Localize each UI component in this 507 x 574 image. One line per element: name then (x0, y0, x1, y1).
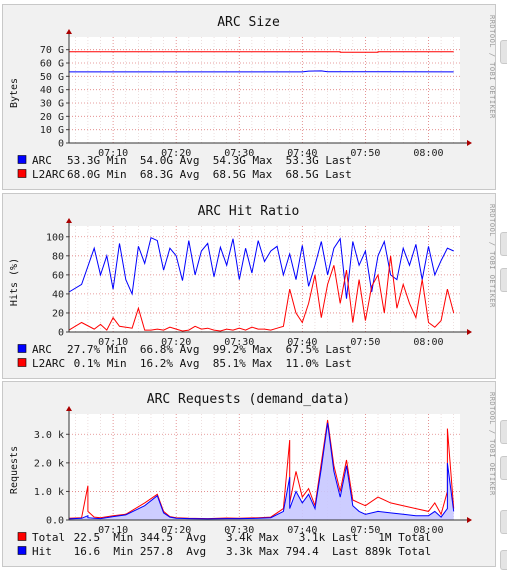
legend-name: Hit (32, 545, 52, 558)
legend-stats: 27.7% Min 66.8% Avg 99.2% Max 67.5% Last (54, 343, 352, 356)
y-tick-label: 100 (46, 232, 64, 243)
y-tick-label: 60 G (40, 59, 64, 70)
chart-svg: 07:10 07:20 07:30 07:40 07:50 08:00 0 10 G 20 G 3… (9, 15, 496, 181)
y-axis-arrow (66, 29, 72, 34)
x-tick-label: 07:30 (224, 525, 254, 536)
y-tick-label: 2.0 k (34, 458, 64, 469)
x-tick-label: 07:50 (350, 525, 380, 536)
x-tick-label: 07:10 (98, 148, 128, 159)
y-tick-label: 20 G (40, 112, 64, 123)
rrdtool-watermark: RRDTOOL / TOBI OETIKER (488, 392, 496, 496)
legend-swatch (17, 546, 27, 555)
series-line-l2arc (69, 51, 454, 53)
y-tick-label: 20 (52, 308, 64, 319)
y-axis-label: Bytes (9, 78, 20, 108)
legend-stats: 0.1% Min 16.2% Avg 85.1% Max 11.0% Last (67, 357, 352, 370)
side-scroll-tab[interactable] (500, 268, 507, 292)
x-tick-label: 08:00 (413, 525, 443, 536)
legend-swatch (17, 358, 27, 367)
side-scroll-tab[interactable] (500, 550, 507, 570)
x-axis-arrow (467, 329, 472, 335)
chart-title: ARC Hit Ratio (198, 204, 300, 219)
y-tick-label: 80 (52, 251, 64, 262)
y-axis-label: Requests (9, 446, 20, 494)
arc-size-panel: 07:10 07:20 07:30 07:40 07:50 08:00 0 10 G 20 G 3… (2, 4, 496, 190)
legend-stats: 16.6 Min 257.8 Avg 3.3k Max 794.4 Last 8… (54, 545, 432, 558)
y-tick-label: 10 G (40, 125, 64, 136)
series-line-l2arc (68, 255, 455, 332)
x-tick-label: 07:50 (350, 148, 380, 159)
y-tick-label: 3.0 k (34, 430, 64, 441)
chart-svg: 07:10 07:20 07:30 07:40 07:50 08:00 0 20 40 60 80 1… (9, 204, 496, 370)
x-tick-label: 07:40 (287, 148, 317, 159)
arc-hit-ratio-panel: 07:10 07:20 07:30 07:40 07:50 08:00 0 20 40 60 80 1… (2, 193, 496, 379)
side-scroll-tab[interactable] (500, 40, 507, 64)
x-tick-label: 07:10 (98, 525, 128, 536)
x-tick-label: 08:00 (413, 337, 443, 348)
side-scroll-tab[interactable] (500, 456, 507, 480)
legend-stats: 53.3G Min 54.0G Avg 54.3G Max 53.3G Last (54, 154, 352, 167)
x-axis-arrow (467, 517, 472, 523)
chart-title: ARC Requests (demand_data) (147, 392, 351, 407)
series-line-hit (68, 422, 455, 520)
legend-name: L2ARC (32, 357, 65, 370)
plot-area (69, 414, 460, 520)
legend-name: L2ARC (32, 168, 65, 181)
x-tick-label: 07:40 (287, 525, 317, 536)
x-tick-label: 07:40 (287, 337, 317, 348)
legend-name: ARC (32, 154, 52, 167)
legend-stats: 68.0G Min 68.3G Avg 68.5G Max 68.5G Last (67, 168, 352, 181)
side-scroll-tab[interactable] (500, 510, 507, 534)
series-line-total (68, 419, 455, 520)
y-tick-label: 40 (52, 289, 64, 300)
legend-swatch (17, 532, 27, 541)
legend-stats: 22.5 Min 344.5 Avg 3.4k Max 3.1k Last 1M… (67, 531, 431, 544)
side-scroll-tab[interactable] (500, 420, 507, 444)
y-axis-arrow (66, 218, 72, 223)
y-tick-label: 0 (58, 328, 64, 339)
y-tick-label: 40 G (40, 85, 64, 96)
legend-name: Total (32, 531, 65, 544)
y-tick-label: 0 (58, 139, 64, 150)
y-tick-label: 70 G (40, 45, 64, 56)
rrdtool-watermark: RRDTOOL / TOBI OETIKER (488, 204, 496, 308)
rrdtool-watermark: RRDTOOL / TOBI OETIKER (488, 15, 496, 119)
x-tick-label: 07:20 (161, 525, 191, 536)
x-tick-label: 08:00 (413, 148, 443, 159)
x-tick-label: 07:20 (161, 148, 191, 159)
y-axis-arrow (66, 406, 72, 411)
y-tick-label: 50 G (40, 72, 64, 83)
chart-title: ARC Size (217, 15, 280, 30)
y-tick-label: 30 G (40, 99, 64, 110)
legend-name: ARC (32, 343, 52, 356)
x-tick-label: 07:30 (224, 337, 254, 348)
x-tick-label: 07:50 (350, 337, 380, 348)
side-scroll-tab[interactable] (500, 232, 507, 256)
y-axis-label: Hits (%) (9, 258, 20, 306)
legend-swatch (17, 155, 27, 164)
y-tick-label: 1.0 k (34, 487, 64, 498)
legend-swatch (17, 344, 27, 353)
x-tick-label: 07:30 (224, 148, 254, 159)
x-axis-arrow (467, 140, 472, 146)
x-tick-label: 07:10 (98, 337, 128, 348)
y-tick-label: 0.0 (46, 516, 64, 527)
series-line-arc (69, 70, 454, 73)
arc-requests-panel: 07:10 07:20 07:30 07:40 07:50 08:00 0.0 1.0 k 2.… (2, 381, 496, 567)
y-tick-label: 60 (52, 270, 64, 281)
x-tick-label: 07:20 (161, 337, 191, 348)
legend-swatch (17, 169, 27, 178)
chart-svg: 07:10 07:20 07:30 07:40 07:50 08:00 0.0 1.0 k 2.… (9, 392, 496, 558)
series-line-arc (68, 236, 454, 299)
